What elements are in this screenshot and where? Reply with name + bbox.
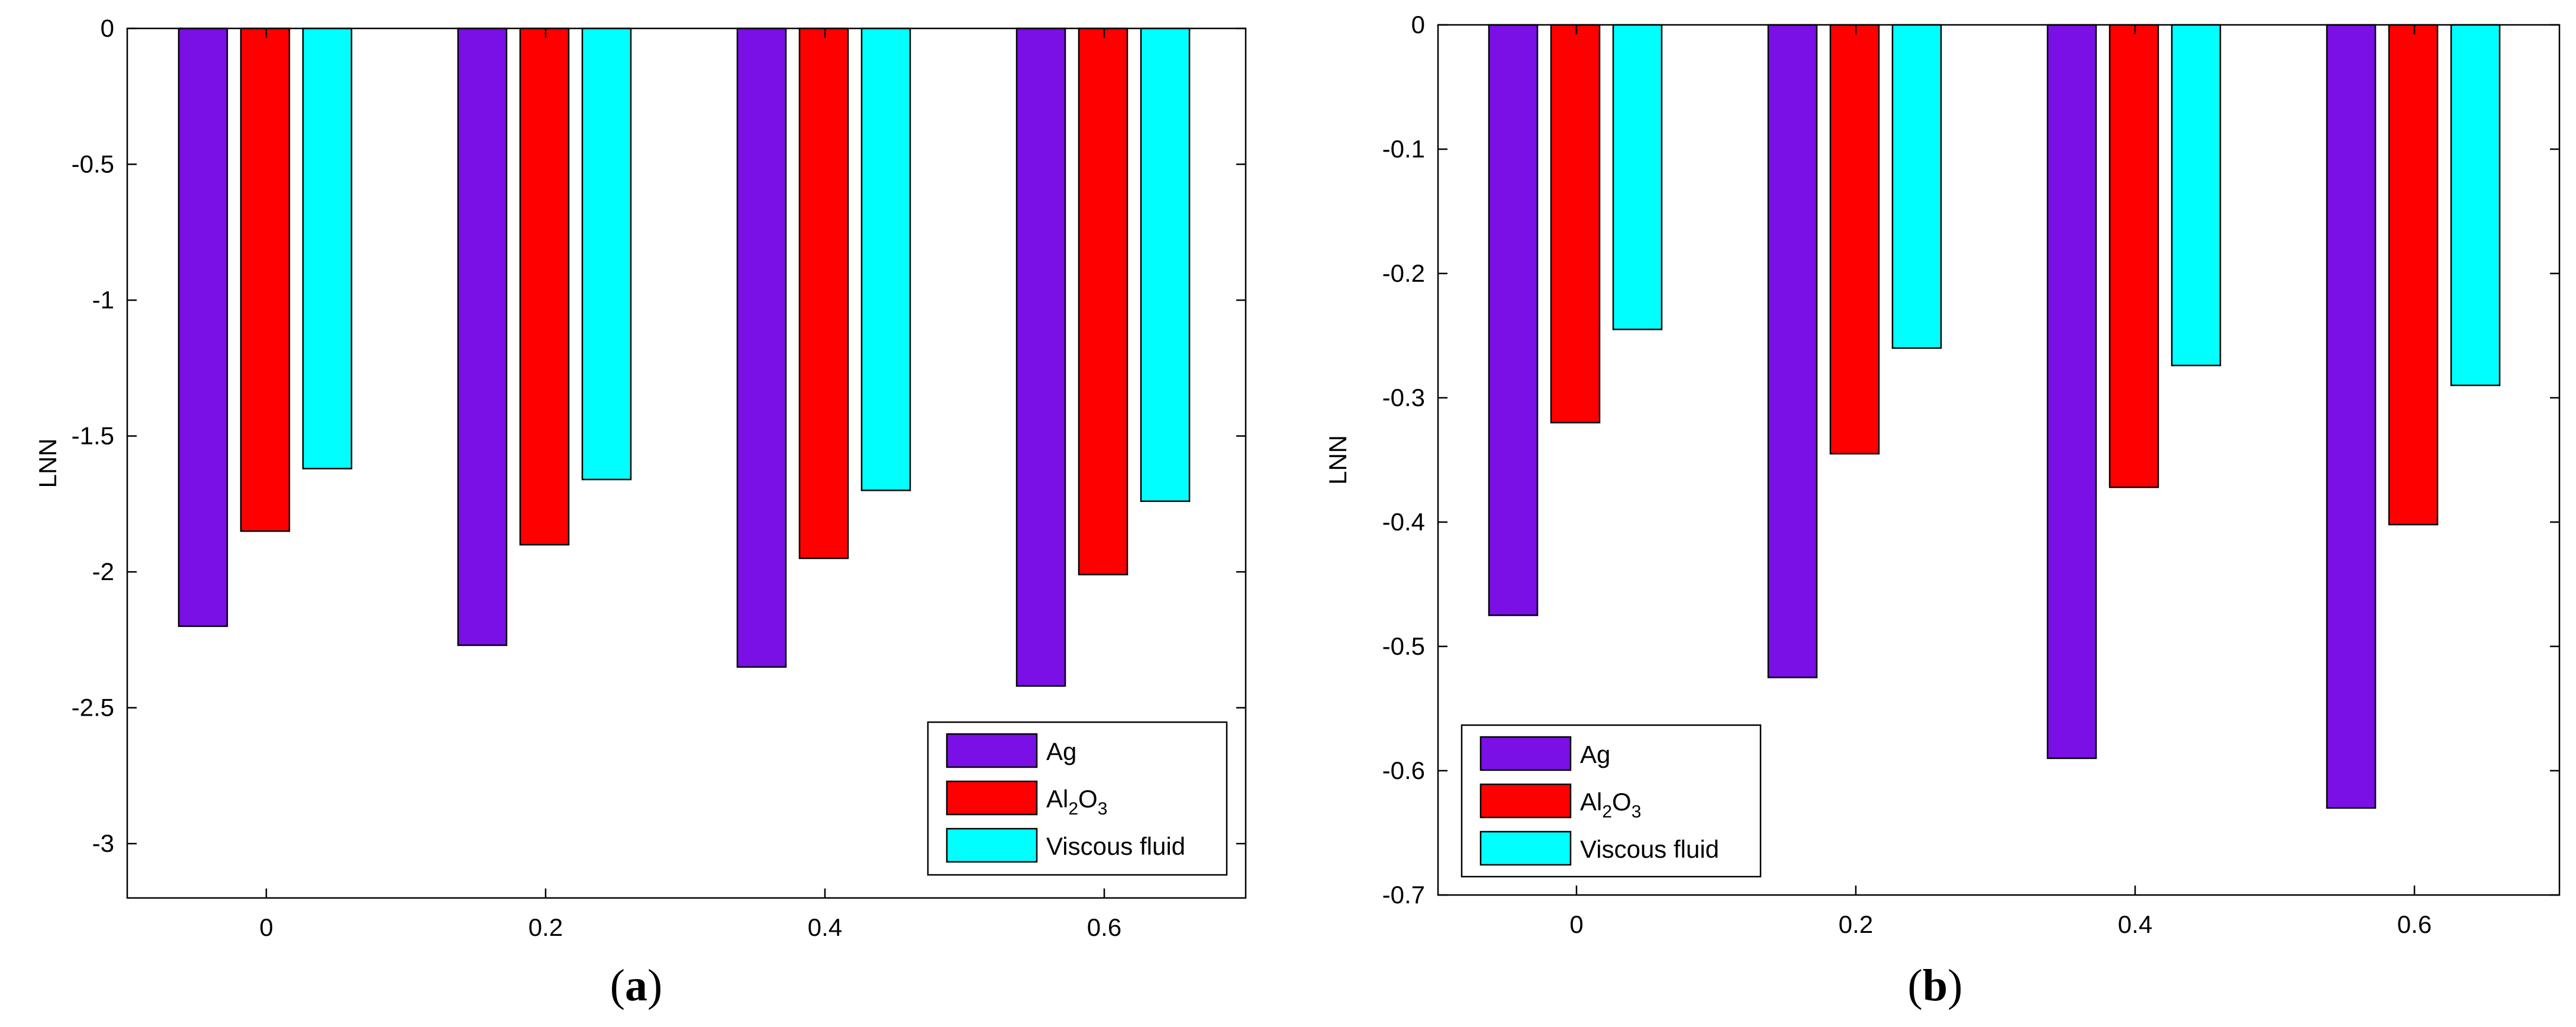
x-tick-label: 0.6: [2397, 910, 2432, 938]
bar-ag-0.2: [1767, 24, 1818, 678]
bar-viscous-fluid-0.2: [581, 27, 632, 481]
y-tick-label: -0.5: [72, 150, 114, 178]
bar-viscous-fluid-0.6: [1140, 27, 1191, 503]
bar-ag-0.6: [1015, 27, 1066, 687]
chart-panel-b: 0 -0.1 -0.2 -0.3 -0.4 -0.5 -0.6 -0.7 0 0.2 0.4 0.6 L…: [1324, 11, 2561, 1010]
x-tick-label: 0.6: [1087, 913, 1121, 941]
legend-swatch-al2o3: [1479, 783, 1572, 819]
bar-al2o3-0.4: [798, 27, 849, 559]
y-tick-label: -0.1: [1382, 135, 1425, 163]
bar-al2o3-0.2: [1829, 24, 1880, 455]
axes-box: [126, 27, 1247, 899]
legend: Ag Al2O3 Viscous fluid: [1461, 724, 1762, 878]
bar-ag-0.2: [457, 27, 508, 646]
legend-swatch-al2o3: [946, 780, 1038, 816]
legend-label-viscous-fluid: Viscous fluid: [1046, 832, 1185, 860]
bar-ag-0.4: [2046, 24, 2097, 759]
bar-ag-0: [1488, 24, 1539, 616]
y-tick-label: -0.6: [1382, 756, 1425, 784]
bar-viscous-fluid-0: [1612, 24, 1663, 330]
x-tick-label: 0: [1569, 910, 1583, 938]
y-tick-label: -0.3: [1382, 384, 1425, 411]
legend-label-viscous-fluid: Viscous fluid: [1580, 835, 1719, 863]
bar-al2o3-0: [240, 27, 291, 532]
legend-label-al2o3: Al2O3: [1580, 788, 1641, 822]
bar-ag-0.4: [736, 27, 787, 668]
panel-label: (b): [1908, 961, 1963, 1010]
bar-viscous-fluid-0.6: [2450, 24, 2501, 387]
x-tick-label: 0: [259, 913, 273, 941]
y-tick-label: -3: [92, 829, 114, 857]
panel-label: (a): [610, 961, 663, 1010]
legend-label-ag: Ag: [1046, 738, 1076, 765]
legend-label-ag: Ag: [1580, 741, 1610, 768]
x-tick-label: 0.4: [808, 913, 842, 941]
y-tick-label: -1.5: [72, 422, 114, 450]
x-tick-label: 0.2: [1839, 910, 1873, 938]
legend-swatch-viscous-fluid: [946, 828, 1038, 863]
legend-label-al2o3: Al2O3: [1046, 785, 1107, 819]
y-tick-label: 0: [101, 14, 114, 42]
bar-al2o3-0.2: [519, 27, 570, 546]
bar-al2o3-0.4: [2108, 24, 2159, 488]
bar-al2o3-0: [1550, 24, 1601, 424]
bar-viscous-fluid-0.2: [1891, 24, 1942, 349]
y-tick-label: -2.5: [72, 694, 114, 722]
legend-swatch-viscous-fluid: [1479, 830, 1572, 866]
x-tick-label: 0.4: [2118, 910, 2152, 938]
bar-viscous-fluid-0.4: [860, 27, 911, 491]
y-tick-label: -0.7: [1382, 881, 1425, 909]
y-tick-label: -0.2: [1382, 259, 1425, 287]
legend-swatch-ag: [946, 733, 1038, 768]
bar-al2o3-0.6: [2388, 24, 2439, 526]
bar-ag-0: [178, 27, 228, 627]
y-tick-label: -1: [92, 286, 114, 314]
legend-swatch-ag: [1479, 736, 1572, 771]
y-axis-label: LNN: [1324, 435, 1352, 485]
bar-al2o3-0.6: [1078, 27, 1129, 575]
y-axis-label: LNN: [34, 438, 62, 488]
chart-panel-a: 0 -0.5 -1 -1.5 -2 -2.5 -3 0 0.2 0.4 0.6 LNN (a) Ag Al2…: [34, 14, 1247, 1010]
bar-viscous-fluid-0: [302, 27, 353, 469]
bar-ag-0.6: [2326, 24, 2377, 809]
y-tick-label: -0.4: [1382, 508, 1425, 536]
y-tick-label: -2: [92, 558, 114, 585]
axes-box: [1437, 24, 2561, 896]
y-tick-label: 0: [1411, 11, 1425, 38]
y-tick-label: -0.5: [1382, 632, 1425, 660]
x-tick-label: 0.2: [528, 913, 563, 941]
bar-viscous-fluid-0.4: [2171, 24, 2222, 366]
legend: Ag Al2O3 Viscous fluid: [927, 721, 1228, 876]
